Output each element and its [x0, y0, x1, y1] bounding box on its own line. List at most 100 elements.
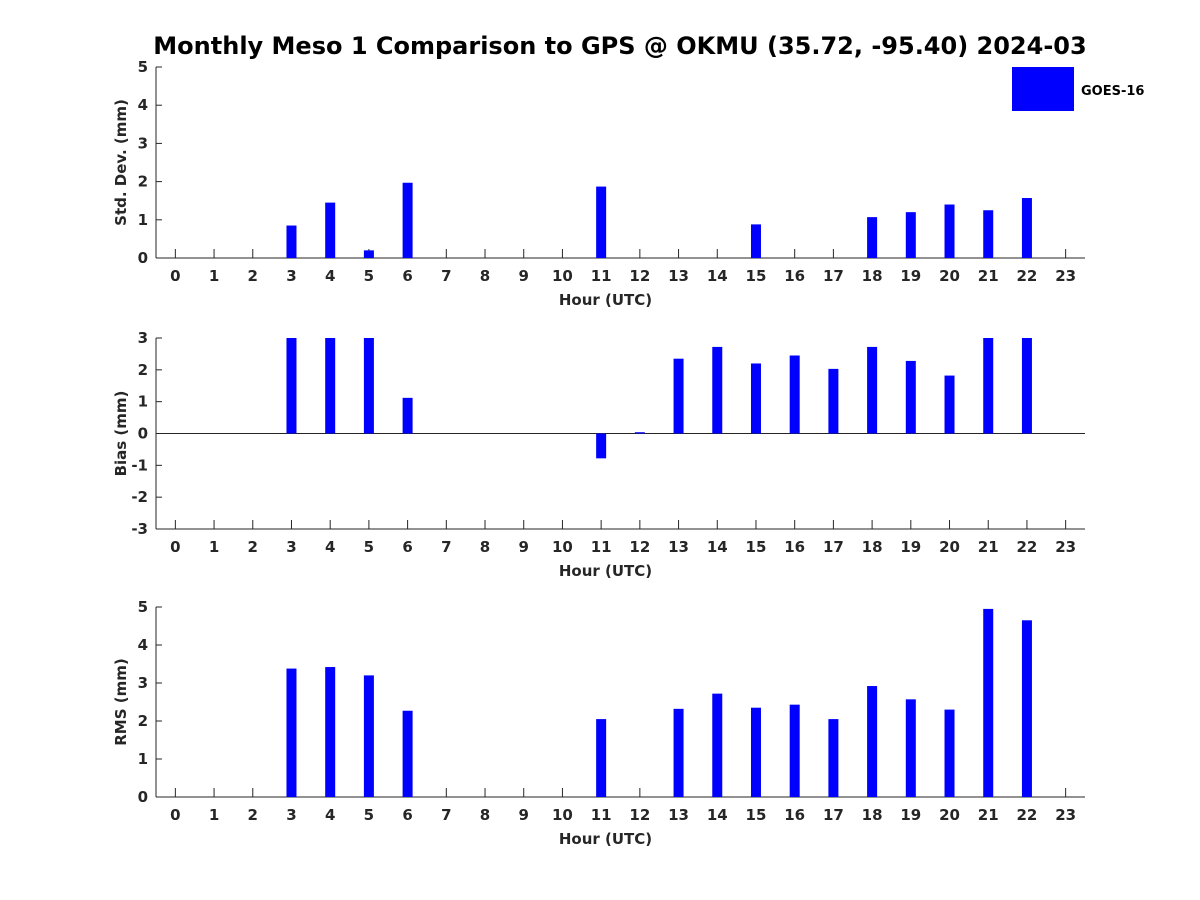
x-tick-label: 10: [552, 806, 573, 824]
y-tick-label: 1: [138, 393, 148, 411]
x-tick-label: 3: [286, 538, 296, 556]
x-tick-label: 0: [170, 538, 180, 556]
y-tick-label: 0: [138, 788, 148, 806]
bar-hour-17: [828, 368, 839, 434]
x-tick-label: 7: [441, 806, 451, 824]
x-tick-label: 15: [746, 267, 767, 285]
y-tick-label: 3: [138, 674, 148, 692]
bar-hour-11: [596, 433, 607, 459]
x-tick-label: 19: [900, 538, 921, 556]
x-tick-label: 3: [286, 806, 296, 824]
bar-hour-20: [944, 709, 955, 797]
x-tick-label: 6: [402, 267, 412, 285]
x-tick-label: 7: [441, 267, 451, 285]
legend: GOES-16: [1012, 67, 1144, 111]
x-tick-label: 12: [629, 267, 650, 285]
bar-hour-20: [944, 204, 955, 258]
x-tick-label: 9: [519, 538, 529, 556]
bar-hour-6: [402, 397, 413, 434]
x-tick-label: 7: [441, 538, 451, 556]
x-tick-label: 11: [591, 538, 612, 556]
x-tick-label: 6: [402, 538, 412, 556]
bar-hour-13: [673, 708, 684, 797]
x-tick-label: 0: [170, 267, 180, 285]
bar-hour-3: [286, 225, 297, 258]
x-tick-label: 13: [668, 538, 689, 556]
x-tick-label: 2: [248, 806, 258, 824]
x-tick-label: 15: [746, 538, 767, 556]
bar-hour-18: [867, 686, 878, 797]
x-tick-label: 9: [519, 267, 529, 285]
x-tick-label: 18: [862, 538, 883, 556]
x-tick-label: 19: [900, 806, 921, 824]
bar-hour-14: [712, 346, 723, 434]
x-tick-label: 16: [784, 806, 805, 824]
legend-label-goes-16: GOES-16: [1081, 84, 1144, 99]
y-tick-label: 0: [138, 249, 148, 267]
bar-hour-19: [905, 360, 916, 434]
bar-hour-18: [867, 217, 878, 258]
bar-hour-11: [596, 186, 607, 258]
bar-hour-5: [363, 250, 374, 258]
bar-hour-16: [789, 355, 800, 434]
x-tick-label: 12: [629, 538, 650, 556]
bar-hour-15: [750, 363, 761, 434]
x-tick-label: 0: [170, 806, 180, 824]
bar-hour-16: [789, 704, 800, 797]
x-tick-label: 23: [1055, 538, 1076, 556]
bar-hour-6: [402, 710, 413, 797]
y-tick-label: -3: [131, 520, 148, 538]
y-tick-label: 2: [138, 361, 148, 379]
x-tick-label: 3: [286, 267, 296, 285]
legend-swatch-goes-16: [1012, 67, 1074, 111]
x-tick-label: 10: [552, 538, 573, 556]
x-tick-label: 23: [1055, 806, 1076, 824]
bar-hour-5: [363, 338, 374, 434]
x-tick-label: 5: [364, 538, 374, 556]
y-tick-label: 0: [138, 425, 148, 443]
x-tick-label: 11: [591, 267, 612, 285]
x-tick-label: 5: [364, 267, 374, 285]
x-tick-label: 16: [784, 538, 805, 556]
x-tick-label: 18: [862, 267, 883, 285]
x-tick-label: 8: [480, 806, 490, 824]
x-tick-label: 16: [784, 267, 805, 285]
y-tick-label: 1: [138, 211, 148, 229]
bar-hour-19: [905, 212, 916, 258]
bar-hour-12: [634, 432, 645, 434]
bar-hour-4: [325, 667, 336, 797]
y-tick-label: -1: [131, 456, 148, 474]
x-tick-label: 4: [325, 538, 335, 556]
bar-hour-3: [286, 338, 297, 434]
y-tick-label: 2: [138, 712, 148, 730]
y-tick-label: 5: [138, 598, 148, 616]
bar-hour-4: [325, 202, 336, 258]
x-tick-label: 17: [823, 267, 844, 285]
bar-hour-4: [325, 338, 336, 434]
x-tick-label: 15: [746, 806, 767, 824]
x-tick-label: 23: [1055, 267, 1076, 285]
bar-hour-11: [596, 719, 607, 797]
x-tick-label: 21: [978, 267, 999, 285]
y-axis-label: Bias (mm): [112, 391, 130, 477]
bar-hour-13: [673, 358, 684, 434]
x-tick-label: 22: [1017, 267, 1038, 285]
x-tick-label: 12: [629, 806, 650, 824]
bar-hour-21: [983, 338, 994, 434]
x-tick-label: 17: [823, 806, 844, 824]
y-tick-label: -2: [131, 488, 148, 506]
x-tick-label: 8: [480, 267, 490, 285]
x-tick-label: 1: [209, 806, 219, 824]
x-tick-label: 1: [209, 538, 219, 556]
x-tick-label: 13: [668, 806, 689, 824]
x-tick-label: 21: [978, 538, 999, 556]
x-tick-label: 14: [707, 538, 728, 556]
x-tick-label: 21: [978, 806, 999, 824]
x-axis-label: Hour (UTC): [559, 830, 652, 848]
y-tick-label: 3: [138, 134, 148, 152]
x-tick-label: 22: [1017, 806, 1038, 824]
x-tick-label: 20: [939, 267, 960, 285]
